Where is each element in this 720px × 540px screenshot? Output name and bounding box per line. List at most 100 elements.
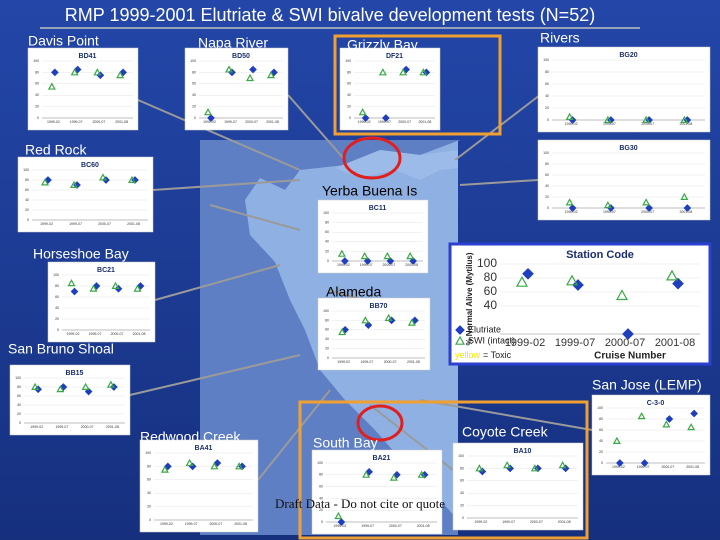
triangle-marker [224,65,234,73]
x-tick-label: 2000-07 [92,120,105,124]
x-tick-label: 2001-08 [106,425,119,429]
x-tick-label: 2001-08 [686,465,699,469]
y-tick-label: 0 [327,259,329,263]
y-tick-label: 0 [349,116,351,120]
x-tick-label: 2000-07 [641,210,654,214]
triangle-marker [361,316,370,324]
diamond-marker [622,328,634,340]
triangle-marker [637,412,646,420]
y-tick-label: 100 [190,59,196,63]
triangle-marker [245,73,255,82]
x-tick-label: 2001-08 [407,360,420,364]
triangle-marker [235,462,244,470]
slide-title: RMP 1999-2001 Elutriate & SWI bivalve de… [65,5,595,25]
y-tick-label: 80 [460,466,464,470]
y-tick-label: 100 [23,168,29,172]
y-tick-label: 40 [545,94,549,98]
location-label: Red Rock [25,142,87,158]
y-tick-label: 0 [194,116,196,120]
location-label: San Bruno Shoal [8,341,114,357]
chart-title: DF21 [386,53,403,60]
footnote: Draft Data - Do not cite or quote [275,496,445,511]
y-tick-label: 0 [547,206,549,210]
y-tick-label: 80 [325,318,329,322]
small-chart: DF21 0 20 40 60 80 100 1999-02 1999-07 2000-07 200… [339,47,441,131]
x-tick-label: 2001-08 [405,263,418,267]
chart-title: BA41 [195,445,213,452]
x-tick-label: 2000-07 [530,520,543,524]
y-tick-label: 80 [319,473,323,477]
small-chart: BC11 0 20 40 60 80 100 1999-02 1999-07 2000-07 200… [317,199,429,274]
small-chart: BB15 0 20 40 60 80 100 1999-02 1999-07 2000-07 200… [9,364,131,436]
small-chart: BC60 0 20 40 60 80 100 1999-02 1999-07 2000-07 200… [17,156,154,233]
legend-marker [454,335,466,345]
x-tick-label: 1999-02 [203,120,216,124]
x-tick-label: 1999-02 [337,360,350,364]
y-tick-label: 20 [545,106,549,110]
y-tick-label: 40 [484,298,498,312]
chart-title: C-3-0 [647,400,665,407]
x-tick-label: 1999-07 [637,465,650,469]
y-tick-label: 80 [25,178,29,182]
triangle-marker [419,68,428,76]
y-tick-label: 60 [55,295,59,299]
x-tick-label: 1999-07 [603,210,616,214]
chart-frame [27,47,139,131]
x-tick-label: 1999-07 [185,522,198,526]
y-tick-label: 100 [145,451,151,455]
y-tick-label: 60 [147,478,151,482]
location-label: Redwood Creek [140,429,241,445]
x-tick-label: 1999-02 [67,332,80,336]
x-tick-label: 1999-02 [565,210,578,214]
chart-frame [9,364,131,436]
triangle-marker [111,281,120,289]
location-label: Alameda [326,284,381,300]
triangle-marker [665,269,679,281]
x-tick-label: 1999-02 [505,337,545,349]
triangle-marker [160,465,169,473]
triangle-marker [417,470,426,478]
x-tick-label: 2001-08 [417,524,430,528]
x-tick-label: 1999-02 [474,520,487,524]
y-tick-label: 80 [55,284,59,288]
y-tick-label: 40 [545,184,549,188]
y-tick-label: 80 [545,70,549,74]
small-chart: BC21 0 20 40 60 80 100 1999-02 1999-07 2000-07 200… [47,261,156,343]
triangle-marker [642,115,651,123]
highlights [298,34,589,540]
y-tick-label: 40 [55,306,59,310]
triangle-marker [106,380,115,388]
y-tick-label: 100 [15,376,21,380]
triangle-marker [406,251,415,260]
triangle-marker [266,71,276,79]
triangle-marker [203,108,213,116]
x-tick-label: 2001-08 [558,520,571,524]
y-tick-label: 20 [460,504,464,508]
x-tick-label: 1999-02 [40,222,53,226]
triangle-marker [603,201,612,209]
location-label: Horseshoe Bay [33,246,129,262]
diamond-marker [690,409,698,418]
triangle-marker [475,464,484,472]
y-axis-label: % Normal Alive (Mytilus) [465,252,474,345]
diamond-marker [70,287,79,296]
triangle-marker [334,511,343,520]
x-tick-label: 2000-07 [384,360,397,364]
x-tick-label: 1999-07 [378,120,391,124]
y-tick-label: 100 [543,58,549,62]
diamond-marker [672,277,684,290]
triangle-marker [81,382,90,390]
x-tick-label: 2000-07 [382,263,395,267]
triangle-marker [558,461,567,469]
diamond-marker [640,459,649,467]
chart-frame [591,394,711,476]
y-tick-label: 40 [319,496,323,500]
y-tick-label: 60 [35,82,39,86]
y-tick-label: 0 [601,461,603,465]
y-tick-label: 40 [147,491,151,495]
x-tick-label: 2001-08 [418,120,431,124]
y-tick-label: 60 [325,328,329,332]
x-tick-label: 1999-02 [612,465,625,469]
chart-title: BC21 [97,267,115,274]
triangle-marker [185,458,194,467]
